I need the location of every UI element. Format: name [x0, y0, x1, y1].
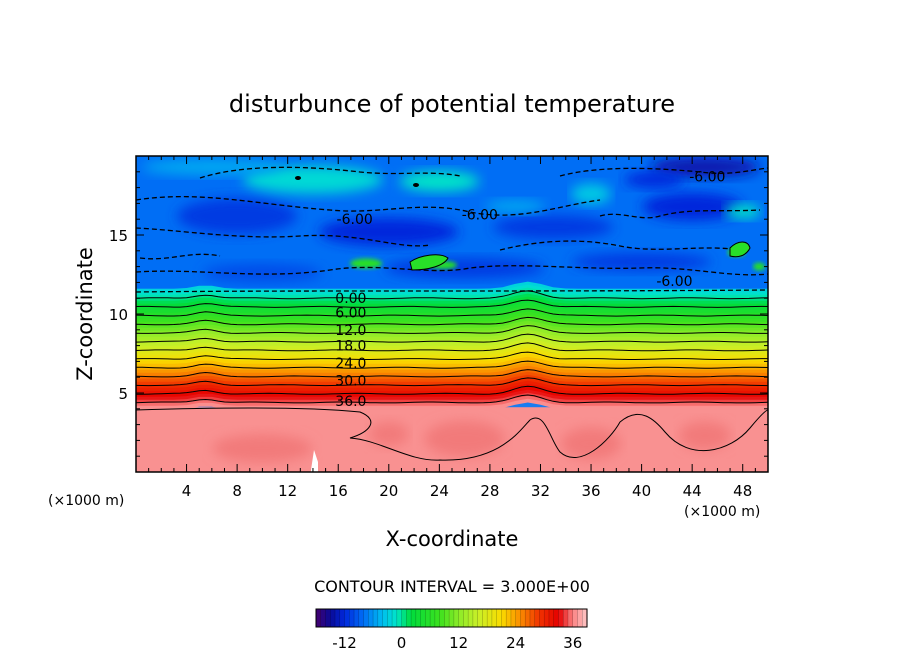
contour-label-5: 30.0	[335, 373, 366, 389]
x-tick-label-10: 44	[683, 482, 702, 500]
contour-label-7: -6.00	[337, 212, 373, 228]
lower-field	[136, 407, 768, 472]
contour-label-6: 36.0	[335, 394, 366, 410]
upper-field	[136, 156, 768, 289]
contour-label-0: 0.00	[335, 291, 366, 307]
y-tick-label-2: 15	[109, 227, 128, 245]
z-unit-label: (×1000 m)	[48, 493, 124, 509]
y-axis-label: Z-coordinate	[73, 247, 97, 381]
colorbar-tick-1: 0	[397, 634, 407, 652]
chart-title: disturbunce of potential temperature	[229, 90, 675, 118]
contour-label-2: 12.0	[335, 323, 366, 339]
x-tick-label-8: 36	[581, 482, 600, 500]
contour-interval-text: CONTOUR INTERVAL = 3.000E+00	[314, 577, 590, 596]
y-tick-label-0: 5	[118, 385, 128, 403]
colorbar-tick-4: 36	[563, 634, 582, 652]
x-axis-label: X-coordinate	[386, 527, 519, 551]
x-tick-label-9: 40	[632, 482, 651, 500]
stratified-bands	[136, 281, 768, 410]
x-tick-label-6: 28	[480, 482, 499, 500]
colorbar: -12 0 12 24 36	[315, 608, 588, 652]
contour-label-10: -6.00	[656, 274, 692, 290]
x-tick-label-11: 48	[733, 482, 752, 500]
y-axis: 5 10 15	[109, 171, 768, 457]
contour-lines	[136, 166, 768, 461]
contour-label-1: 6.00	[335, 305, 366, 321]
contour-label-9: -6.00	[689, 170, 725, 186]
colorbar-tick-0: -12	[332, 634, 357, 652]
x-axis: 4 8 12 16 20 24 28 32 36 40 44 48	[148, 156, 756, 500]
plot-area	[136, 156, 768, 472]
x-tick-label-2: 12	[278, 482, 297, 500]
x-tick-label-3: 16	[329, 482, 348, 500]
contour-label-8: -6.00	[462, 207, 498, 223]
x-tick-label-1: 8	[232, 482, 242, 500]
y-tick-label-1: 10	[109, 306, 128, 324]
x-unit-label: (×1000 m)	[684, 504, 760, 520]
x-tick-label-7: 32	[531, 482, 550, 500]
contour-label-layer: 0.006.00 12.018.024.030.0 36.0 -6.00 -6.00 -6…	[335, 170, 725, 410]
contour-label-3: 18.0	[335, 339, 366, 355]
x-tick-label-5: 24	[430, 482, 449, 500]
colorbar-tick-2: 12	[449, 634, 468, 652]
x-tick-label-4: 20	[379, 482, 398, 500]
x-tick-label-0: 4	[182, 482, 192, 500]
contour-label-4: 24.0	[335, 356, 366, 372]
colorbar-tick-3: 24	[506, 634, 525, 652]
